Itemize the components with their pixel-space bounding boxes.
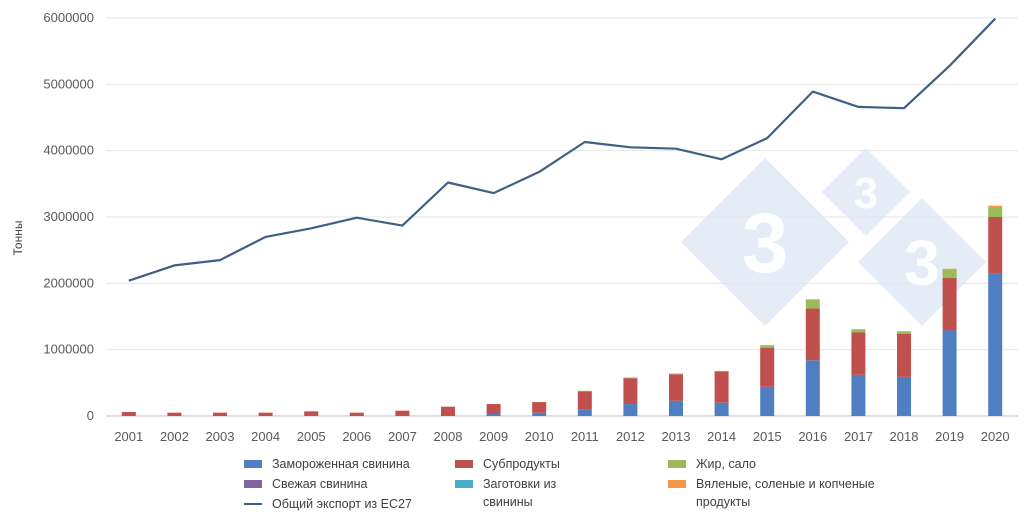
bar-segment — [805, 299, 820, 300]
y-axis-label: Тонны — [11, 221, 25, 256]
bar-segment — [897, 331, 911, 334]
bar-segment — [623, 404, 638, 416]
bar-segment — [988, 273, 1003, 416]
bar-segment — [942, 278, 957, 331]
bar-segment — [805, 308, 820, 361]
x-tick-label: 2011 — [571, 429, 599, 444]
y-tick-label: 3000000 — [43, 209, 94, 224]
bar-segment — [714, 371, 729, 403]
total-export-line-path — [128, 17, 996, 282]
bar-segment — [532, 402, 547, 413]
watermark-glyph: 3 — [854, 169, 878, 218]
x-tick-label: 2002 — [160, 429, 189, 444]
x-tick-label: 2012 — [616, 429, 645, 444]
x-tick-label: 2006 — [342, 429, 371, 444]
bar-segment — [714, 402, 729, 416]
bar-segment — [942, 268, 957, 270]
bar-segment — [121, 412, 136, 416]
brand-watermark: 333 — [681, 148, 986, 326]
bar-segment — [395, 410, 410, 416]
y-tick-label: 1000000 — [43, 342, 94, 357]
y-tick-label: 2000000 — [43, 275, 94, 290]
y-tick-label: 5000000 — [43, 76, 94, 91]
bar-segment — [486, 414, 501, 416]
bar-segment — [851, 329, 866, 330]
bar-segment — [805, 299, 820, 309]
y-tick-label: 0 — [87, 408, 94, 423]
bar-segment — [988, 207, 1003, 217]
bar-segment — [988, 205, 1003, 208]
x-tick-label: 2005 — [297, 429, 326, 444]
bar-segment — [760, 345, 775, 346]
x-tick-label: 2019 — [935, 429, 964, 444]
bar-segment — [805, 360, 820, 416]
bar-segment — [760, 345, 775, 348]
watermark-glyph: 3 — [742, 196, 789, 290]
watermark-glyph: 3 — [904, 227, 940, 299]
x-axis-ticks: 2001 2002 2003 2004 2005 2006 2007 2008 2009 2010… — [114, 429, 1009, 444]
bar-segment — [304, 411, 319, 416]
x-tick-label: 2017 — [844, 429, 873, 444]
bar-segment — [942, 330, 957, 416]
bar-segment — [167, 412, 182, 416]
x-tick-label: 2013 — [662, 429, 691, 444]
bar-segment — [669, 400, 683, 416]
watermark-diamond — [681, 158, 849, 326]
x-tick-label: 2007 — [388, 429, 417, 444]
watermark-diamond — [822, 148, 910, 236]
total-export-line — [128, 17, 996, 282]
x-tick-label: 2004 — [251, 429, 280, 444]
stacked-bars — [121, 205, 1003, 416]
x-tick-label: 2020 — [981, 429, 1010, 444]
y-axis-ticks: 0 1000000 2000000 3000000 4000000 5000000 6000… — [43, 10, 94, 423]
bar-segment — [988, 217, 1003, 274]
bar-segment — [623, 377, 638, 379]
x-tick-label: 2008 — [434, 429, 463, 444]
bar-segment — [760, 347, 775, 387]
x-tick-label: 2015 — [753, 429, 782, 444]
x-tick-label: 2003 — [206, 429, 235, 444]
x-tick-label: 2018 — [890, 429, 919, 444]
bar-segment — [760, 386, 775, 416]
bar-segment — [577, 391, 592, 410]
bar-segment — [669, 373, 683, 375]
bar-segment — [486, 404, 501, 415]
bar-segment — [897, 331, 911, 332]
bar-segment — [349, 412, 364, 416]
bar-segment — [532, 412, 547, 416]
y-tick-label: 4000000 — [43, 143, 94, 158]
x-tick-label: 2009 — [479, 429, 508, 444]
bar-segment — [897, 333, 911, 377]
x-tick-label: 2014 — [707, 429, 736, 444]
x-tick-label: 2010 — [525, 429, 554, 444]
bar-segment — [577, 390, 592, 392]
bar-segment — [851, 374, 866, 416]
bar-segment — [213, 412, 227, 416]
x-tick-label: 2016 — [798, 429, 827, 444]
x-tick-label: 2001 — [114, 429, 143, 444]
bar-segment — [897, 376, 911, 416]
gridlines — [106, 17, 1018, 417]
bar-segment — [714, 370, 729, 372]
bar-segment — [577, 409, 592, 416]
y-tick-label: 6000000 — [43, 10, 94, 25]
bar-segment — [441, 406, 455, 416]
bar-segment — [851, 329, 866, 333]
bar-segment — [851, 332, 866, 375]
bar-segment — [669, 374, 683, 401]
bar-segment — [623, 378, 638, 405]
bar-segment — [258, 412, 273, 416]
bar-segment — [942, 269, 957, 279]
